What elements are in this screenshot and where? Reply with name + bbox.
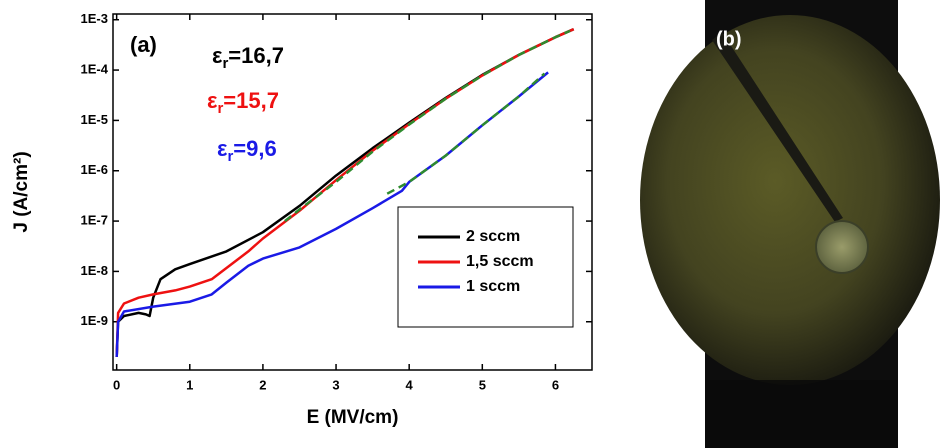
x-tick-label: 2: [259, 377, 266, 392]
y-tick-label: 1E-3: [81, 11, 108, 26]
x-tick-label: 1: [186, 377, 193, 392]
chart: 1E-9 1E-8 1E-7 1E-6 1E-5 1E-4 1E-3 0 1 2 3 4 5 6 E (MV…: [11, 11, 593, 428]
annotation-value: =9,6: [233, 136, 276, 161]
y-tick-label: 1E-8: [81, 263, 108, 278]
annotation-value: =16,7: [228, 43, 284, 68]
photo: (b): [640, 0, 940, 448]
x-tick-label: 3: [332, 377, 339, 392]
x-tick-label: 5: [479, 377, 486, 392]
y-tick-label: 1E-4: [81, 62, 109, 77]
probe: [712, 32, 843, 222]
annotation-subscript: r: [222, 55, 228, 72]
annotation: εr=16,7: [212, 43, 284, 72]
annotation-subscript: r: [227, 148, 233, 165]
x-tick-label: 6: [552, 377, 559, 392]
y-tick-label: 1E-5: [81, 112, 108, 127]
photo-field: [640, 15, 940, 385]
annotation-value: =15,7: [223, 88, 279, 113]
annotation: εr=15,7: [207, 88, 279, 117]
panel-label: (a): [130, 32, 157, 57]
y-axis-label: J (A/cm²): [11, 151, 32, 232]
y-tick-label: 1E-7: [81, 213, 108, 228]
plot-frame: [112, 13, 593, 371]
legend-label: 1,5 sccm: [466, 253, 534, 270]
annotation-symbol: ε: [207, 88, 218, 113]
legend-label: 2 sccm: [466, 228, 520, 245]
photo-shadow: [705, 380, 898, 448]
x-tick-label: 4: [406, 377, 414, 392]
legend-label: 1 sccm: [466, 278, 520, 295]
annotation-symbol: ε: [217, 136, 228, 161]
annotation-symbol: ε: [212, 43, 223, 68]
series-line: [115, 71, 549, 357]
annotation-subscript: r: [217, 100, 223, 117]
x-tick-label: 0: [113, 377, 120, 392]
legend-box: [397, 206, 574, 328]
y-tick-label: 1E-6: [81, 162, 108, 177]
y-tick-label: 1E-9: [81, 313, 108, 328]
panel-label: (b): [716, 28, 742, 50]
annotation: εr=9,6: [217, 136, 277, 165]
fit-line: [386, 72, 546, 195]
x-axis-label: E (MV/cm): [307, 407, 399, 428]
fit-line: [284, 29, 571, 223]
contact-pad: [815, 220, 869, 274]
